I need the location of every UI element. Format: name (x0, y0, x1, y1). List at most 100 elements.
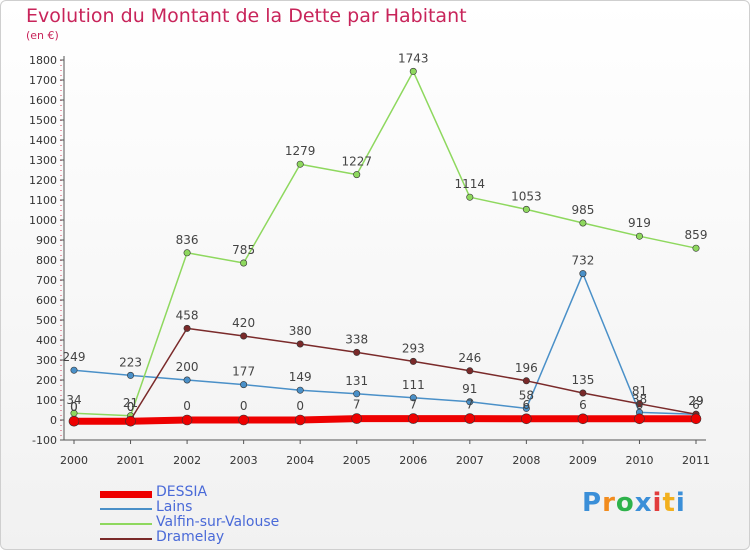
data-point-dramelay (409, 357, 417, 365)
x-tick-label: 2000 (60, 454, 88, 467)
data-label-dramelay: 293 (402, 341, 425, 355)
data-point-valfin-sur-valouse (296, 160, 304, 168)
data-label-dramelay: 380 (289, 324, 312, 338)
y-tick-label: 900 (36, 234, 57, 247)
chart-title: Evolution du Montant de la Dette par Hab… (26, 5, 467, 27)
data-point-valfin-sur-valouse (579, 219, 587, 227)
data-label-dessia: 0 (127, 400, 135, 414)
logo-letter: o (615, 488, 635, 518)
x-tick-label: 2010 (625, 454, 653, 467)
data-label-dramelay: 420 (232, 316, 255, 330)
legend-label: Dramelay (156, 529, 225, 545)
x-tick-label: 2009 (569, 454, 597, 467)
data-label-dramelay: 0 (127, 400, 135, 414)
data-point-valfin-sur-valouse (692, 244, 700, 252)
data-point-valfin-sur-valouse (635, 232, 643, 240)
legend-label: Valfin-sur-Valouse (156, 514, 280, 530)
data-point-dramelay (296, 340, 304, 348)
data-point-dessia (238, 414, 249, 426)
data-point-lains (183, 376, 191, 384)
data-label-valfin-sur-valouse: 21 (123, 396, 138, 410)
legend-swatch (100, 490, 152, 498)
data-label-valfin-sur-valouse: 1743 (398, 51, 429, 65)
data-point-valfin-sur-valouse (353, 171, 361, 179)
legend-swatch (100, 538, 152, 540)
series-line-dessia (70, 415, 700, 425)
data-point-lains (127, 371, 135, 379)
data-point-valfin-sur-valouse (409, 67, 417, 75)
data-label-valfin-sur-valouse: 1053 (511, 189, 542, 203)
y-tick-label: 1200 (29, 174, 57, 187)
proxiti-logo: Proxiti (582, 488, 686, 518)
x-tick-label: 2007 (456, 454, 484, 467)
data-point-lains (240, 381, 248, 389)
data-point-dessia (68, 415, 80, 427)
y-tick-label: 100 (36, 394, 57, 407)
data-label-lains: 58 (519, 388, 534, 402)
data-label-valfin-sur-valouse: 985 (571, 203, 594, 217)
logo-letter: P (582, 488, 603, 518)
data-point-lains (522, 404, 530, 412)
y-tick-label: 200 (36, 374, 57, 387)
y-tick-label: 400 (36, 334, 57, 347)
data-label-lains: 131 (345, 374, 368, 388)
data-point-dessia (294, 414, 306, 426)
data-point-dessia (521, 413, 532, 425)
data-point-dessia (464, 413, 476, 424)
data-label-dramelay: 246 (458, 351, 481, 365)
y-tick-label: 0 (50, 414, 57, 427)
data-point-valfin-sur-valouse (183, 249, 191, 257)
data-label-lains: 223 (119, 355, 142, 369)
data-label-dessia: 7 (353, 398, 361, 412)
data-point-dramelay (635, 400, 643, 408)
data-point-dramelay (522, 377, 530, 385)
x-tick-label: 2011 (682, 454, 710, 467)
x-tick-label: 2008 (512, 454, 540, 467)
data-point-dramelay (579, 389, 587, 397)
data-label-dessia: 7 (466, 398, 474, 412)
y-tick-label: 300 (36, 354, 57, 367)
y-tick-label: 1400 (29, 134, 57, 147)
y-tick-label: 1100 (29, 194, 57, 207)
data-point-lains (579, 270, 587, 278)
data-point-dessia (181, 414, 193, 426)
data-label-dessia: 6 (523, 398, 531, 412)
data-label-lains: 200 (176, 360, 199, 374)
legend-swatch (100, 508, 152, 510)
data-label-dramelay: 29 (688, 394, 703, 408)
logo-letter: t (662, 488, 676, 518)
y-tick-label: 1800 (29, 54, 57, 67)
data-point-dramelay (183, 324, 191, 332)
data-point-lains (409, 394, 417, 402)
data-label-valfin-sur-valouse: 1114 (455, 177, 486, 191)
data-label-dessia: 0 (240, 399, 248, 413)
legend-swatch (100, 523, 152, 525)
data-point-lains (353, 390, 361, 398)
series-line-lains (73, 272, 697, 415)
data-label-valfin-sur-valouse: 859 (685, 228, 708, 242)
data-label-dramelay: 196 (515, 361, 538, 375)
data-label-lains: 111 (402, 378, 425, 392)
data-label-lains: 29 (688, 394, 703, 408)
x-tick-label: 2005 (343, 454, 371, 467)
chart-subtitle: (en €) (26, 29, 59, 42)
data-label-lains: 149 (289, 370, 312, 384)
data-point-dessia (690, 413, 702, 425)
data-point-dessia (577, 413, 589, 425)
data-label-dessia: 0 (183, 399, 191, 413)
data-label-valfin-sur-valouse: 34 (66, 393, 81, 407)
data-label-lains: 249 (63, 350, 86, 364)
data-label-dessia: 6 (579, 398, 587, 412)
x-tick-label: 2004 (286, 454, 314, 467)
logo-letter: i (675, 488, 686, 518)
data-point-dessia (351, 413, 363, 424)
data-point-valfin-sur-valouse (240, 259, 248, 267)
y-tick-label: 1600 (29, 94, 57, 107)
data-label-valfin-sur-valouse: 836 (176, 233, 199, 247)
data-label-dessia: 7 (409, 398, 417, 412)
data-point-lains (296, 386, 304, 394)
data-label-dessia: 6 (636, 398, 644, 412)
y-tick-label: 500 (36, 314, 57, 327)
data-point-lains (70, 366, 78, 374)
